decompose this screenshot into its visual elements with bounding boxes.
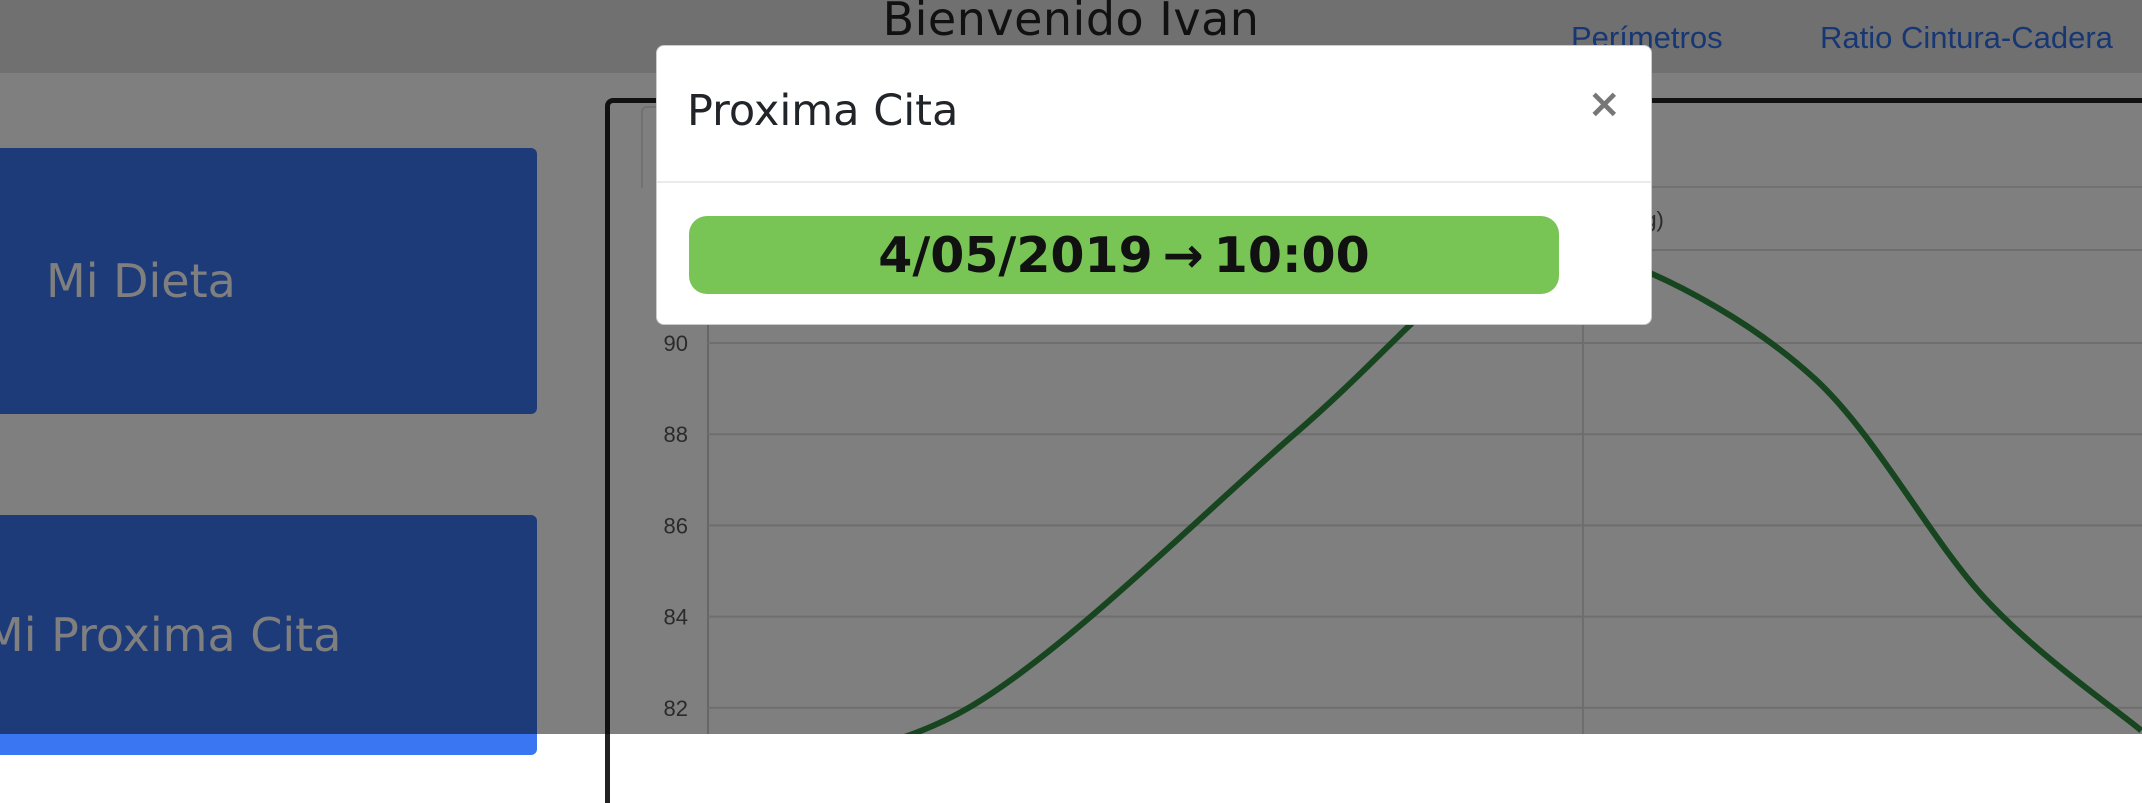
appointment-modal: Proxima Cita × 4/05/2019 → 10:00 xyxy=(656,45,1652,325)
appointment-time: 10:00 xyxy=(1213,226,1370,284)
modal-title: Proxima Cita xyxy=(687,86,959,136)
appointment-date: 4/05/2019 xyxy=(878,226,1153,284)
appointment-datetime-badge: 4/05/2019 → 10:00 xyxy=(689,216,1559,294)
arrow-right-icon: → xyxy=(1162,226,1204,284)
close-icon[interactable]: × xyxy=(1587,81,1621,127)
modal-header: Proxima Cita × xyxy=(657,46,1651,183)
